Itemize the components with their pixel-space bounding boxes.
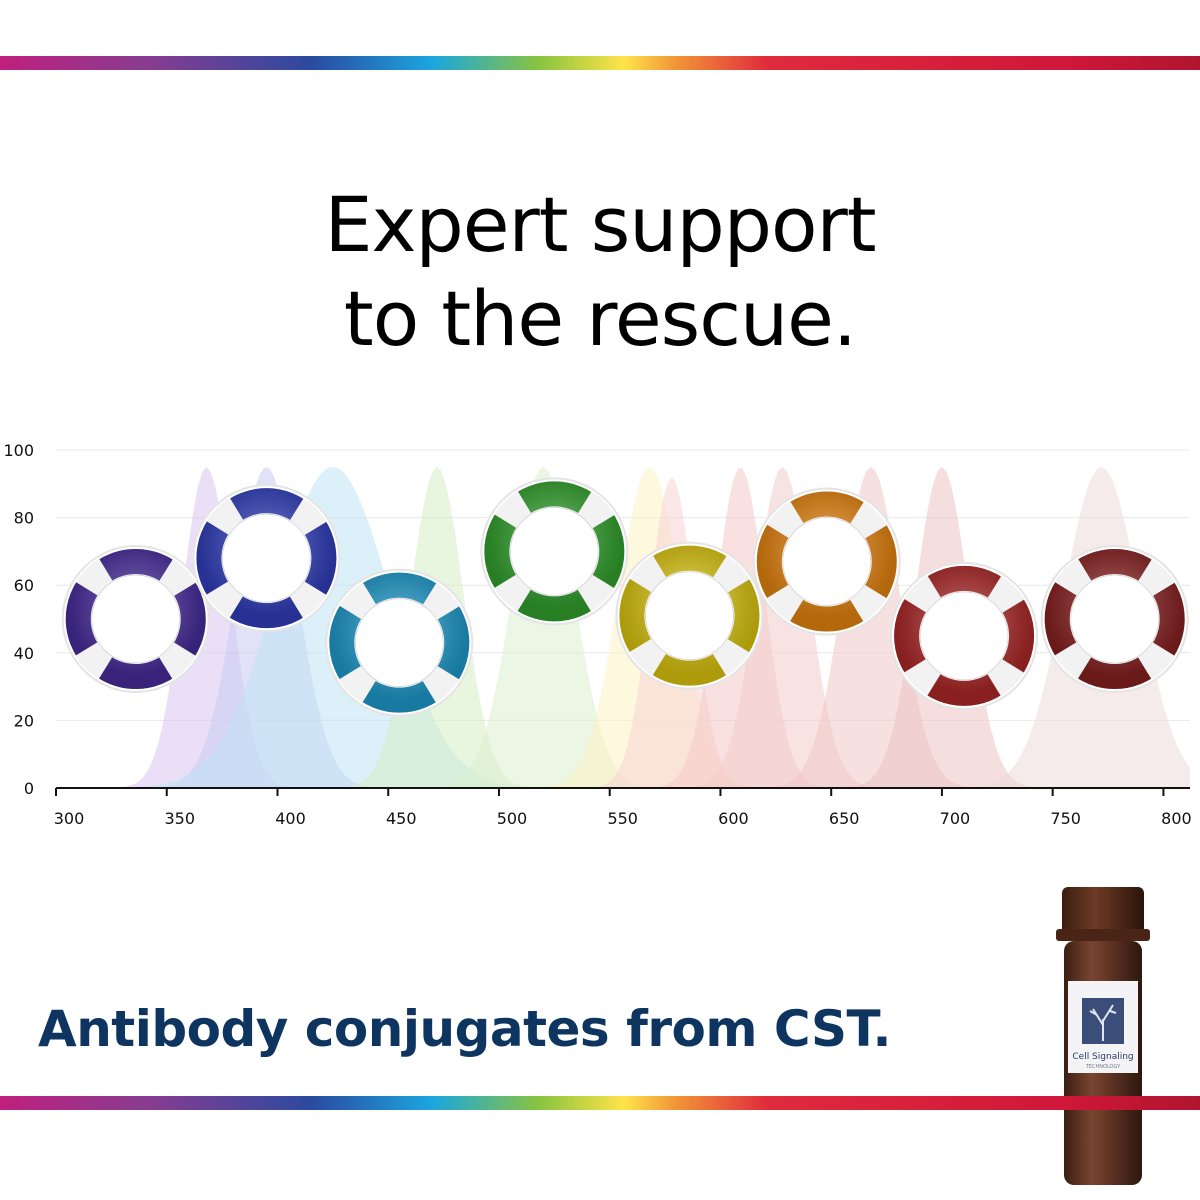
x-tick-label: 650 bbox=[829, 809, 860, 828]
x-tick-label: 300 bbox=[54, 809, 85, 828]
lifebuoy-shade bbox=[329, 572, 470, 713]
lifebuoy-hole bbox=[782, 517, 872, 607]
headline: Expert support to the rescue. bbox=[0, 178, 1200, 366]
rainbow-band-bottom bbox=[0, 1096, 1200, 1110]
lifebuoy-3 bbox=[325, 568, 474, 717]
vial-cap bbox=[1062, 887, 1144, 935]
chart-lifebuoys bbox=[61, 477, 1189, 717]
spectra-chart: 300 350 400 450 500 550 600 650 700 750 800 0 20 40 60… bbox=[3, 441, 1191, 828]
headline-line-2: to the rescue. bbox=[343, 274, 857, 363]
x-tick-label: 550 bbox=[607, 809, 638, 828]
y-tick-label: 80 bbox=[14, 509, 34, 528]
lifebuoy-7 bbox=[890, 561, 1039, 710]
lifebuoy-1 bbox=[61, 545, 210, 693]
spectrum-peak bbox=[56, 466, 1190, 788]
lifebuoy-hole bbox=[919, 591, 1009, 681]
lifebuoy-hole bbox=[354, 598, 444, 688]
x-tick-label: 800 bbox=[1161, 809, 1192, 828]
lifebuoy-shade bbox=[894, 565, 1035, 706]
antibody-vial: Cell Signaling TECHNOLOGY bbox=[1056, 887, 1150, 1185]
lifebuoy-shade bbox=[196, 488, 337, 629]
x-tick-label: 700 bbox=[940, 809, 971, 828]
lifebuoy-shade bbox=[65, 549, 206, 689]
lifebuoy-hole bbox=[91, 574, 181, 664]
x-tick-label: 350 bbox=[164, 809, 195, 828]
chart-axes bbox=[55, 787, 1190, 796]
lifebuoy-hole bbox=[509, 506, 599, 596]
x-tick-label: 500 bbox=[497, 809, 528, 828]
lifebuoy-2 bbox=[192, 484, 341, 633]
lifebuoy-shade bbox=[1044, 549, 1185, 689]
y-tick-label: 0 bbox=[24, 779, 34, 798]
lifebuoy-hole bbox=[644, 571, 734, 661]
lifebuoy-5 bbox=[615, 541, 764, 690]
y-tick-label: 20 bbox=[14, 711, 34, 730]
lifebuoy-hole bbox=[221, 513, 311, 603]
y-tick-label: 40 bbox=[14, 644, 34, 663]
x-tick-label: 600 bbox=[718, 809, 749, 828]
lifebuoy-8 bbox=[1040, 545, 1189, 693]
x-tick-label: 750 bbox=[1050, 809, 1081, 828]
lifebuoy-4 bbox=[480, 477, 629, 626]
y-tick-label: 100 bbox=[3, 441, 34, 460]
headline-line-1: Expert support bbox=[324, 180, 877, 269]
y-tick-label: 60 bbox=[14, 576, 34, 595]
lifebuoy-shade bbox=[484, 481, 625, 622]
chart-tick-labels: 300 350 400 450 500 550 600 650 700 750 800 0 20 40 60… bbox=[3, 441, 1191, 828]
lifebuoy-hole bbox=[1070, 574, 1160, 664]
rainbow-band-top bbox=[0, 56, 1200, 70]
x-tick-label: 400 bbox=[275, 809, 306, 828]
tagline: Antibody conjugates from CST. bbox=[38, 1000, 892, 1058]
lifebuoy-shade bbox=[619, 545, 760, 686]
spectrum-peak bbox=[56, 466, 1190, 788]
product-label-line-2: TECHNOLOGY bbox=[1085, 1064, 1121, 1070]
product-label-line-1: Cell Signaling bbox=[1072, 1052, 1133, 1062]
x-tick-label: 450 bbox=[386, 809, 417, 828]
lifebuoy-6 bbox=[752, 487, 901, 636]
spectrum-peak bbox=[56, 466, 1190, 788]
lifebuoy-shade bbox=[756, 491, 897, 632]
